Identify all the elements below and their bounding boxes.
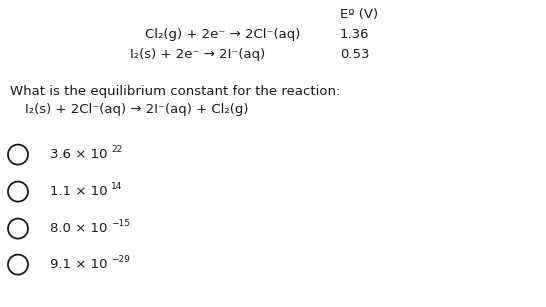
Text: −15: −15 [111, 219, 130, 228]
Text: 9.1 × 10: 9.1 × 10 [50, 258, 108, 271]
Text: 14: 14 [111, 182, 123, 191]
Text: Eº (V): Eº (V) [340, 8, 378, 21]
Text: −29: −29 [111, 255, 130, 264]
Text: 8.0 × 10: 8.0 × 10 [50, 222, 108, 235]
Text: 22: 22 [111, 145, 122, 154]
Text: 0.53: 0.53 [340, 48, 370, 61]
Text: I₂(s) + 2e⁻ → 2I⁻(aq): I₂(s) + 2e⁻ → 2I⁻(aq) [130, 48, 265, 61]
Text: What is the equilibrium constant for the reaction:: What is the equilibrium constant for the… [10, 85, 340, 98]
Text: 1.1 × 10: 1.1 × 10 [50, 185, 108, 198]
Text: Cl₂(g) + 2e⁻ → 2Cl⁻(aq): Cl₂(g) + 2e⁻ → 2Cl⁻(aq) [145, 28, 300, 41]
Text: I₂(s) + 2Cl⁻(aq) → 2I⁻(aq) + Cl₂(g): I₂(s) + 2Cl⁻(aq) → 2I⁻(aq) + Cl₂(g) [25, 103, 248, 116]
Text: 3.6 × 10: 3.6 × 10 [50, 148, 108, 161]
Text: 1.36: 1.36 [340, 28, 370, 41]
